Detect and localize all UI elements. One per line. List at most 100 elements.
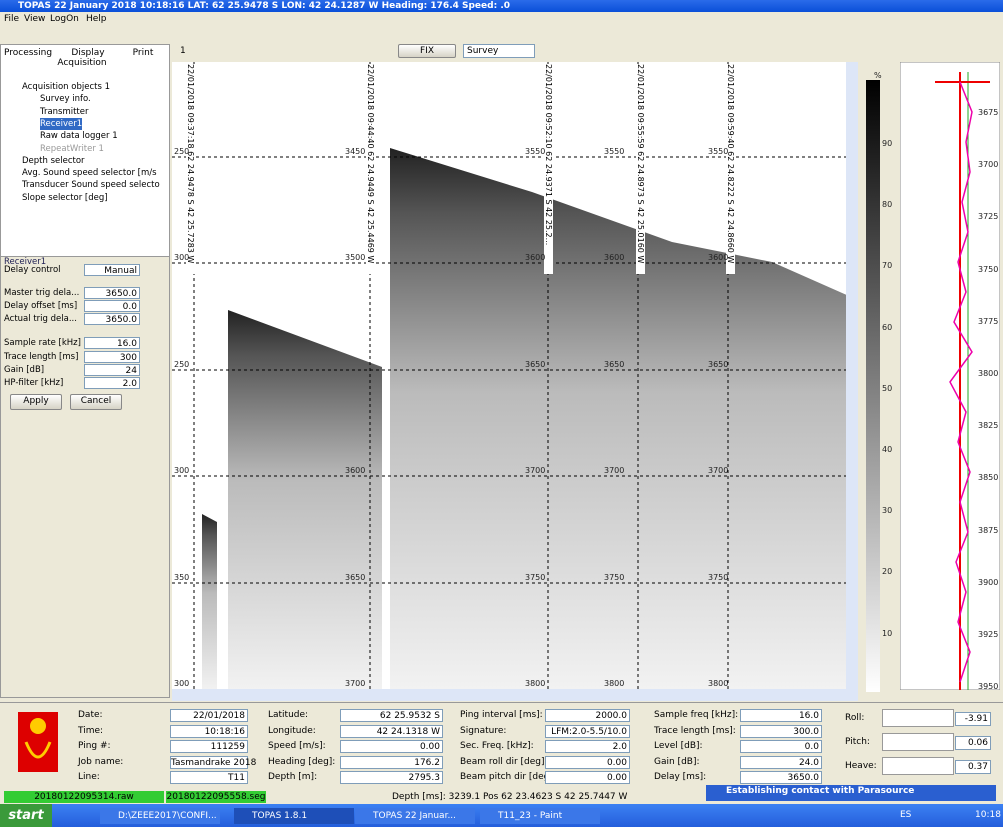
tree-item[interactable]: Raw data logger 1: [40, 130, 118, 142]
motion-value: 0.37: [955, 760, 991, 774]
info-label: Latitude:: [268, 709, 308, 721]
depth-label: 3750: [708, 572, 728, 584]
info-label: Job name:: [78, 756, 123, 768]
start-button[interactable]: start: [0, 804, 52, 827]
profile-label: 3825: [978, 420, 998, 432]
depth-label: 3700: [345, 678, 365, 690]
depth-label: 3600: [345, 465, 365, 477]
depth-label: 3550: [708, 146, 728, 158]
info-value: 0.00: [340, 740, 443, 753]
info-label: Line:: [78, 771, 100, 783]
info-label: Longitude:: [268, 725, 316, 737]
tree-item[interactable]: Avg. Sound speed selector [m/s: [22, 167, 157, 179]
info-value: 22/01/2018: [170, 709, 248, 722]
scale-unit: %: [874, 70, 882, 82]
scale-label: 60: [882, 322, 892, 334]
tree-item[interactable]: Transmitter: [40, 106, 89, 118]
menu-item[interactable]: LogOn: [50, 13, 79, 25]
toolbar: [170, 42, 1003, 60]
task-item[interactable]: D:\ZEEE2017\CONFI...: [100, 808, 220, 824]
depth-label: 3650: [604, 359, 624, 371]
menu-item[interactable]: File: [4, 13, 19, 25]
position: Depth [ms]: 3239.1 Pos 62 23.4623 S 42 2…: [392, 791, 627, 803]
button[interactable]: Cancel: [70, 394, 122, 410]
property-label: Trace length [ms]: [4, 351, 78, 363]
info-value: 300.0: [740, 725, 822, 738]
window-title: TOPAS 22 January 2018 10:18:16 LAT: 62 2…: [18, 0, 510, 12]
info-value: 16.0: [740, 709, 822, 722]
info-value: 0.00: [545, 756, 630, 769]
profile-label: 3675: [978, 107, 998, 119]
depth-label: 300: [174, 465, 189, 477]
info-label: Time:: [78, 725, 103, 737]
depth-label: 3450: [345, 146, 365, 158]
tab[interactable]: Acquisition: [52, 57, 112, 69]
scale-label: 30: [882, 505, 892, 517]
info-value: 3650.0: [740, 771, 822, 784]
motion-graph: [882, 733, 954, 751]
menu-bar: [0, 12, 1003, 27]
property-label: Delay offset [ms]: [4, 300, 77, 312]
screen: {"window":{"title":"TOPAS 22 January 201…: [0, 0, 1003, 827]
task-item[interactable]: TOPAS 22 Januar...: [355, 808, 475, 824]
tree-item[interactable]: Receiver1: [40, 118, 82, 130]
logo: [18, 712, 58, 772]
tree-item[interactable]: Acquisition objects 1: [22, 81, 110, 93]
mode-dropdown[interactable]: Survey: [463, 44, 535, 58]
property-value[interactable]: 3650.0: [84, 287, 140, 299]
tab[interactable]: Print: [117, 47, 169, 59]
info-label: Heading [deg]:: [268, 756, 335, 768]
v-scrollbar[interactable]: [846, 62, 858, 690]
button[interactable]: Apply: [10, 394, 62, 410]
trace-annotation: 22/01/2018 09:59:40 62 24.8222 S 42 24.8…: [726, 64, 735, 274]
depth-label: 3750: [604, 572, 624, 584]
motion-label: Heave:: [845, 760, 877, 772]
info-value: LFM:2.0-5.5/10.0: [545, 725, 630, 738]
menu-item[interactable]: Help: [86, 13, 107, 25]
clock: 10:18: [975, 809, 1001, 821]
motion-graph: [882, 709, 954, 727]
property-label: Master trig dela...: [4, 287, 79, 299]
trace-annotation: 22/01/2018 09:55:59 62 24.8973 S 42 25.0…: [636, 64, 645, 274]
info-value: 2795.3: [340, 771, 443, 784]
depth-label: 3500: [345, 252, 365, 264]
fix-button[interactable]: FIX: [398, 44, 456, 58]
scale-label: 70: [882, 260, 892, 272]
tab[interactable]: Processing: [2, 47, 54, 59]
depth-label: 3800: [525, 678, 545, 690]
motion-value: 0.06: [955, 736, 991, 750]
depth-label: 3600: [525, 252, 545, 264]
property-value[interactable]: 16.0: [84, 337, 140, 349]
depth-label: 3650: [525, 359, 545, 371]
toolbar-tab[interactable]: 1: [180, 45, 210, 57]
property-value[interactable]: 24: [84, 364, 140, 376]
depth-label: 300: [174, 252, 189, 264]
motion-graph: [882, 757, 954, 775]
property-value[interactable]: 3650.0: [84, 313, 140, 325]
property-value[interactable]: 0.0: [84, 300, 140, 312]
h-scrollbar[interactable]: [172, 689, 858, 701]
property-value[interactable]: 2.0: [84, 377, 140, 389]
language: ES: [900, 809, 911, 821]
depth-label: 3750: [525, 572, 545, 584]
depth-label: 3800: [604, 678, 624, 690]
property-label: Sample rate [kHz]: [4, 337, 81, 349]
menu-item[interactable]: View: [24, 13, 45, 25]
property-label: Actual trig dela...: [4, 313, 77, 325]
tree-item[interactable]: Depth selector: [22, 155, 85, 167]
property-value[interactable]: 300: [84, 351, 140, 363]
task-item[interactable]: T11_23 - Paint: [480, 808, 600, 824]
tree-item[interactable]: Transducer Sound speed selecto: [22, 179, 160, 191]
tree-item[interactable]: Survey info.: [40, 93, 91, 105]
info-label: Delay [ms]:: [654, 771, 706, 783]
info-label: Trace length [ms]:: [654, 725, 736, 737]
depth-label: 3550: [525, 146, 545, 158]
tree-item[interactable]: Slope selector [deg]: [22, 192, 108, 204]
task-item[interactable]: TOPAS 1.8.1: [234, 808, 354, 824]
info-value: Tasmandrake 2018: [170, 756, 248, 769]
notification[interactable]: Establishing contact with Parasource: [706, 785, 996, 801]
tree-item[interactable]: RepeatWriter 1: [40, 143, 104, 155]
motion-value: -3.91: [955, 712, 991, 726]
trace-annotation: 22/01/2018 09:44:40 62 24.9449 S 42 25.4…: [366, 64, 375, 274]
property-value[interactable]: Manual: [84, 264, 140, 276]
